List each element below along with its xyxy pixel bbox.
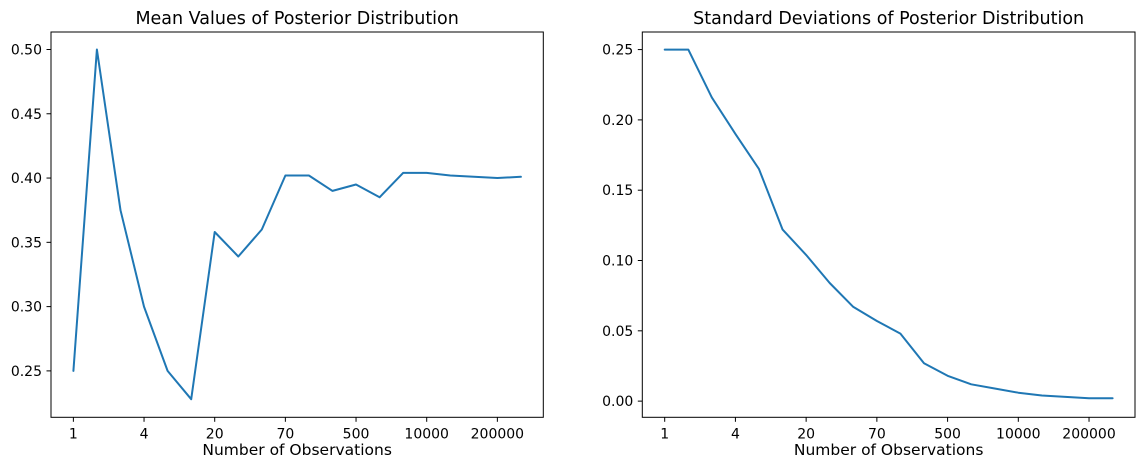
x-tick-label: 500 bbox=[934, 426, 961, 442]
x-tick-label: 4 bbox=[140, 426, 149, 442]
series-line bbox=[72, 48, 522, 401]
axes-spine bbox=[50, 31, 544, 418]
x-tick-label: 1 bbox=[69, 426, 78, 442]
x-tick-label: 20 bbox=[206, 426, 224, 442]
y-tick-label: 0.30 bbox=[11, 300, 42, 316]
x-axis-label: Number of Observations bbox=[794, 441, 984, 459]
y-tick-label: 0.15 bbox=[602, 183, 633, 199]
x-tick-label: 10000 bbox=[996, 426, 1041, 442]
x-tick-label: 70 bbox=[276, 426, 294, 442]
y-tick-label: 0.05 bbox=[602, 324, 633, 340]
mean-values-chart: Mean Values of Posterior Distribution 1 4 2… bbox=[11, 9, 544, 459]
chart-title: Mean Values of Posterior Distribution bbox=[135, 9, 458, 29]
x-tick-label: 200000 bbox=[471, 426, 524, 442]
y-tick-label: 0.35 bbox=[11, 235, 42, 251]
y-tick-label: 0.20 bbox=[602, 113, 633, 129]
y-tick-label: 0.45 bbox=[11, 107, 42, 123]
x-axis-label: Number of Observations bbox=[202, 441, 392, 459]
std-devs-chart: Standard Deviations of Posterior Distrib… bbox=[602, 9, 1136, 459]
y-tick-label: 0.10 bbox=[602, 254, 633, 270]
x-tick-label: 200000 bbox=[1062, 426, 1115, 442]
y-tick-label: 0.00 bbox=[602, 394, 633, 410]
y-tick-label: 0.25 bbox=[11, 364, 42, 380]
x-tick-label: 20 bbox=[797, 426, 815, 442]
chart-title: Standard Deviations of Posterior Distrib… bbox=[693, 9, 1084, 29]
axes-spine bbox=[641, 31, 1136, 418]
series-line bbox=[663, 48, 1114, 400]
x-tick-label: 70 bbox=[868, 426, 886, 442]
y-tick-label: 0.40 bbox=[11, 171, 42, 187]
x-tick-label: 10000 bbox=[404, 426, 449, 442]
y-tick-label: 0.25 bbox=[602, 43, 633, 59]
x-tick-label: 1 bbox=[660, 426, 669, 442]
x-tick-label: 4 bbox=[731, 426, 740, 442]
y-tick-label: 0.50 bbox=[11, 42, 42, 58]
x-tick-label: 500 bbox=[343, 426, 370, 442]
